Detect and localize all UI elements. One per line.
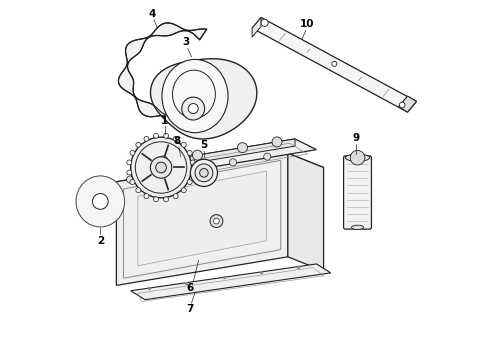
Circle shape: [182, 97, 205, 120]
Circle shape: [199, 168, 208, 177]
Circle shape: [126, 176, 134, 183]
Polygon shape: [398, 96, 416, 112]
Polygon shape: [117, 153, 323, 196]
Circle shape: [150, 157, 172, 178]
Polygon shape: [119, 23, 207, 123]
Circle shape: [210, 215, 223, 228]
Circle shape: [261, 19, 268, 26]
Circle shape: [190, 159, 218, 186]
Text: 5: 5: [200, 140, 208, 150]
FancyBboxPatch shape: [343, 156, 371, 229]
Circle shape: [127, 170, 132, 175]
Circle shape: [181, 188, 186, 193]
Circle shape: [187, 150, 192, 156]
Ellipse shape: [345, 154, 369, 161]
Circle shape: [136, 142, 141, 147]
Text: 4: 4: [148, 9, 156, 19]
Polygon shape: [138, 171, 267, 266]
Circle shape: [188, 104, 198, 113]
Circle shape: [156, 171, 163, 178]
Circle shape: [173, 136, 178, 141]
Circle shape: [238, 143, 247, 153]
Ellipse shape: [172, 70, 215, 118]
Circle shape: [350, 150, 365, 165]
Circle shape: [332, 62, 337, 66]
Circle shape: [214, 218, 220, 224]
Circle shape: [144, 194, 149, 199]
Circle shape: [153, 197, 159, 202]
Circle shape: [173, 194, 178, 199]
Circle shape: [158, 156, 168, 166]
Circle shape: [144, 136, 149, 141]
Text: 9: 9: [352, 133, 359, 143]
Circle shape: [190, 165, 197, 172]
Circle shape: [187, 180, 192, 185]
Text: 7: 7: [186, 304, 194, 314]
Ellipse shape: [162, 59, 228, 133]
Polygon shape: [252, 18, 261, 37]
Circle shape: [164, 133, 169, 138]
Ellipse shape: [351, 225, 364, 229]
Circle shape: [181, 142, 186, 147]
Circle shape: [136, 188, 141, 193]
Circle shape: [130, 180, 135, 185]
Text: 8: 8: [173, 136, 181, 146]
Circle shape: [193, 150, 202, 160]
Circle shape: [130, 150, 135, 156]
Text: 2: 2: [97, 236, 104, 246]
Polygon shape: [288, 153, 323, 271]
Circle shape: [229, 159, 237, 166]
Polygon shape: [117, 153, 288, 285]
Circle shape: [272, 137, 282, 147]
Polygon shape: [145, 139, 295, 171]
Polygon shape: [150, 59, 257, 139]
Text: 10: 10: [300, 18, 315, 28]
Circle shape: [164, 197, 169, 202]
Text: 1: 1: [161, 116, 168, 126]
Text: 6: 6: [186, 283, 193, 293]
Circle shape: [156, 162, 167, 173]
Circle shape: [190, 160, 196, 165]
Polygon shape: [131, 264, 331, 300]
Circle shape: [399, 102, 405, 108]
Text: 3: 3: [182, 37, 190, 48]
Circle shape: [93, 194, 108, 209]
Circle shape: [190, 170, 196, 175]
Circle shape: [195, 164, 213, 182]
Circle shape: [264, 153, 271, 160]
Polygon shape: [252, 18, 416, 112]
Circle shape: [131, 137, 192, 198]
Ellipse shape: [76, 176, 124, 227]
Circle shape: [127, 160, 132, 165]
Circle shape: [153, 133, 159, 138]
Polygon shape: [145, 139, 317, 175]
